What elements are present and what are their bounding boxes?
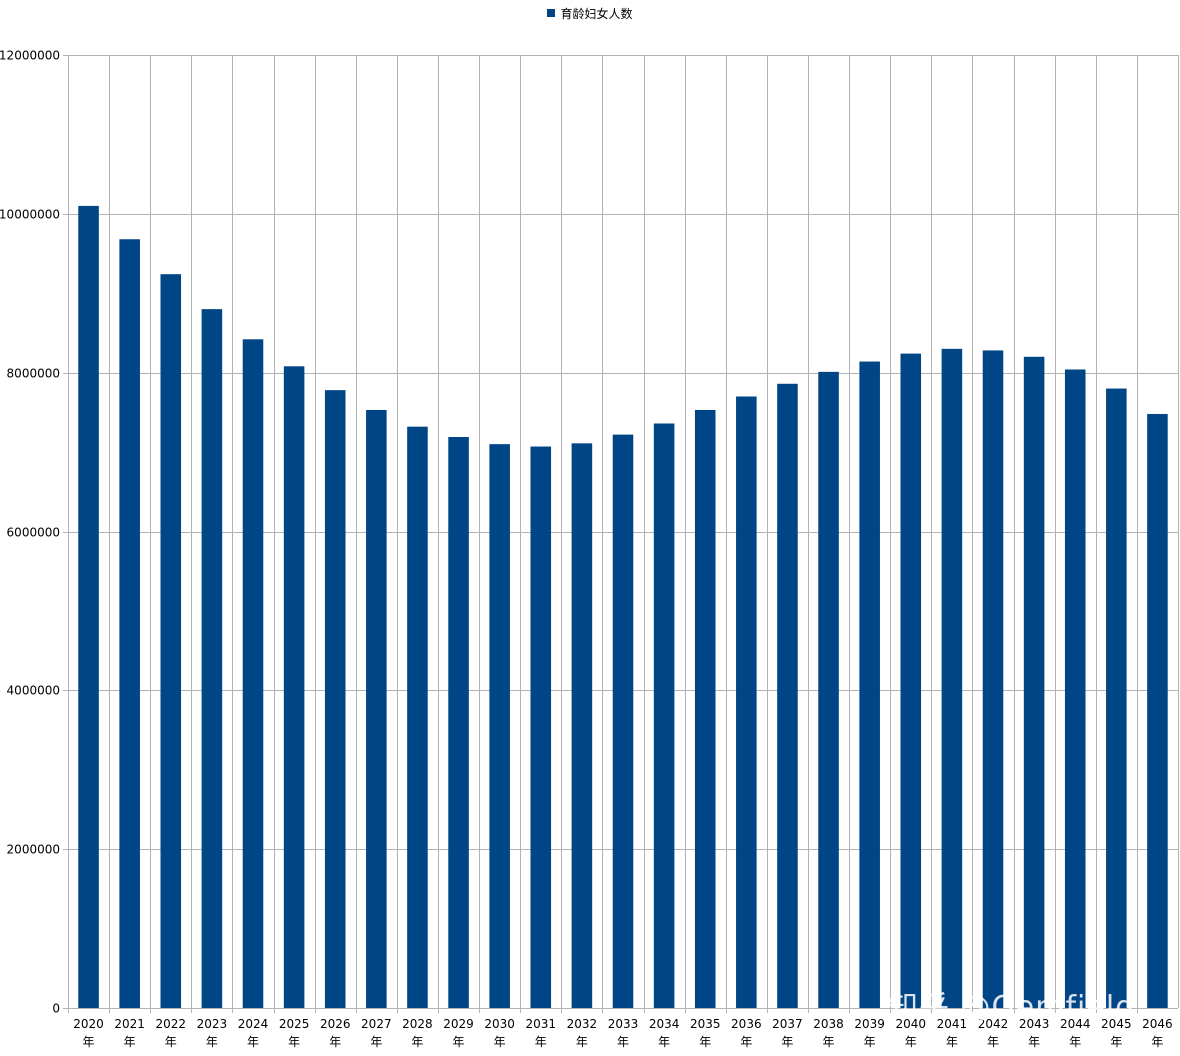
- y-tick-label: 4000000: [7, 684, 60, 698]
- x-tick-label: 2028: [402, 1017, 433, 1031]
- x-tick-label: 年: [658, 1035, 670, 1049]
- bars: [78, 205, 1168, 1009]
- bar-2022年: [160, 274, 182, 1008]
- x-tick-label: 2044: [1060, 1017, 1091, 1031]
- x-tick-label: 年: [740, 1035, 752, 1049]
- x-tick-label: 2022: [156, 1017, 187, 1031]
- bar-2032年: [571, 443, 593, 1008]
- bar-2042年: [982, 350, 1004, 1008]
- x-tick-label: 2034: [649, 1017, 680, 1031]
- bar-2046年: [1147, 413, 1168, 1008]
- bar-2023年: [201, 309, 223, 1009]
- bar-2029年: [448, 436, 469, 1009]
- bar-2031年: [530, 446, 552, 1008]
- bar-2027年: [366, 409, 387, 1008]
- y-tick-label: 2000000: [7, 843, 60, 857]
- bar-2021年: [119, 239, 140, 1008]
- bar-2041年: [941, 348, 963, 1008]
- bar-2043年: [1023, 356, 1045, 1008]
- x-tick-label: 2021: [114, 1017, 145, 1031]
- y-tick-labels: 0 2000000 4000000 6000000 8000000 10000000 120…: [0, 49, 60, 1016]
- x-tick-label: 2032: [567, 1017, 598, 1031]
- x-tick-label: 年: [247, 1035, 259, 1049]
- x-tick-label: 2040: [896, 1017, 927, 1031]
- x-tick-label: 年: [535, 1035, 547, 1049]
- x-tick-label: 年: [1028, 1035, 1040, 1049]
- x-tick-label: 年: [494, 1035, 506, 1049]
- x-tick-label: 年: [411, 1035, 423, 1049]
- x-tick-label: 年: [83, 1035, 95, 1049]
- x-tick-label: 2043: [1019, 1017, 1050, 1031]
- x-tick-labels: 2020 年 2021 年 2022 年 2023 年 2024 年 2025 年 2026 年 2027 年…: [73, 1017, 1172, 1049]
- x-tick-label: 2026: [320, 1017, 351, 1031]
- x-tick-label: 年: [864, 1035, 876, 1049]
- bar-2020年: [78, 205, 99, 1008]
- x-tick-label: 年: [206, 1035, 218, 1049]
- x-tick-label: 2046: [1142, 1017, 1173, 1031]
- x-tick-label: 年: [165, 1035, 177, 1049]
- bar-2025年: [283, 366, 305, 1008]
- x-tick-label: 年: [823, 1035, 835, 1049]
- bar-2040年: [900, 353, 922, 1008]
- bar-2030年: [489, 444, 510, 1008]
- x-tick-label: 2042: [978, 1017, 1009, 1031]
- y-tick-label: 8000000: [7, 367, 60, 381]
- bar-2026年: [324, 390, 346, 1009]
- x-tick-label: 2024: [238, 1017, 269, 1031]
- x-tick-label: 年: [288, 1035, 300, 1049]
- x-tick-label: 年: [905, 1035, 917, 1049]
- x-tick-label: 2027: [361, 1017, 392, 1031]
- x-tick-label: 2045: [1101, 1017, 1132, 1031]
- bar-2044年: [1064, 369, 1086, 1008]
- bar-2028年: [407, 426, 428, 1008]
- legend-swatch: [547, 9, 556, 17]
- x-tick-label: 2033: [608, 1017, 639, 1031]
- x-tick-label: 2023: [197, 1017, 228, 1031]
- x-tick-label: 2035: [690, 1017, 721, 1031]
- x-tick-label: 年: [946, 1035, 958, 1049]
- bar-2037年: [777, 383, 798, 1008]
- x-tick-label: 2039: [854, 1017, 885, 1031]
- x-tick-label: 2031: [526, 1017, 557, 1031]
- bar-2045年: [1106, 388, 1127, 1008]
- y-tick-label: 10000000: [0, 208, 60, 222]
- bar-2035年: [694, 409, 716, 1008]
- y-tick-label: 12000000: [0, 49, 60, 63]
- x-tick-label: 年: [987, 1035, 999, 1049]
- x-tick-label: 年: [370, 1035, 382, 1049]
- x-tick-label: 年: [329, 1035, 341, 1049]
- x-tick-label: 2041: [937, 1017, 968, 1031]
- x-tick-label: 年: [699, 1035, 711, 1049]
- x-tick-label: 2037: [772, 1017, 803, 1031]
- y-tick-label: 6000000: [7, 526, 60, 540]
- x-tick-label: 年: [781, 1035, 793, 1049]
- bar-2034年: [653, 423, 675, 1008]
- bar-2038年: [818, 371, 839, 1008]
- bar-2033年: [612, 434, 634, 1008]
- legend-label: 育龄妇女人数: [560, 7, 633, 21]
- x-tick-label: 年: [576, 1035, 588, 1049]
- x-tick-label: 年: [124, 1035, 136, 1049]
- x-tick-label: 2029: [443, 1017, 474, 1031]
- x-tick-label: 年: [1069, 1035, 1081, 1049]
- x-tick-label: 2030: [484, 1017, 515, 1031]
- x-tick-label: 年: [453, 1035, 465, 1049]
- x-tick-label: 年: [1151, 1035, 1163, 1049]
- x-tick-label: 2020: [73, 1017, 104, 1031]
- bar-2039年: [859, 361, 880, 1008]
- chart-legend: 育龄妇女人数: [0, 5, 1180, 22]
- bar-2024年: [242, 339, 264, 1009]
- bar-2036年: [736, 396, 757, 1008]
- x-tick-label: 2036: [731, 1017, 762, 1031]
- y-tick-label: 0: [52, 1002, 60, 1016]
- axes: [63, 55, 68, 1009]
- x-tick-label: 年: [1110, 1035, 1122, 1049]
- x-tick-label: 年: [617, 1035, 629, 1049]
- x-tick-label: 2025: [279, 1017, 310, 1031]
- x-tick-label: 2038: [813, 1017, 844, 1031]
